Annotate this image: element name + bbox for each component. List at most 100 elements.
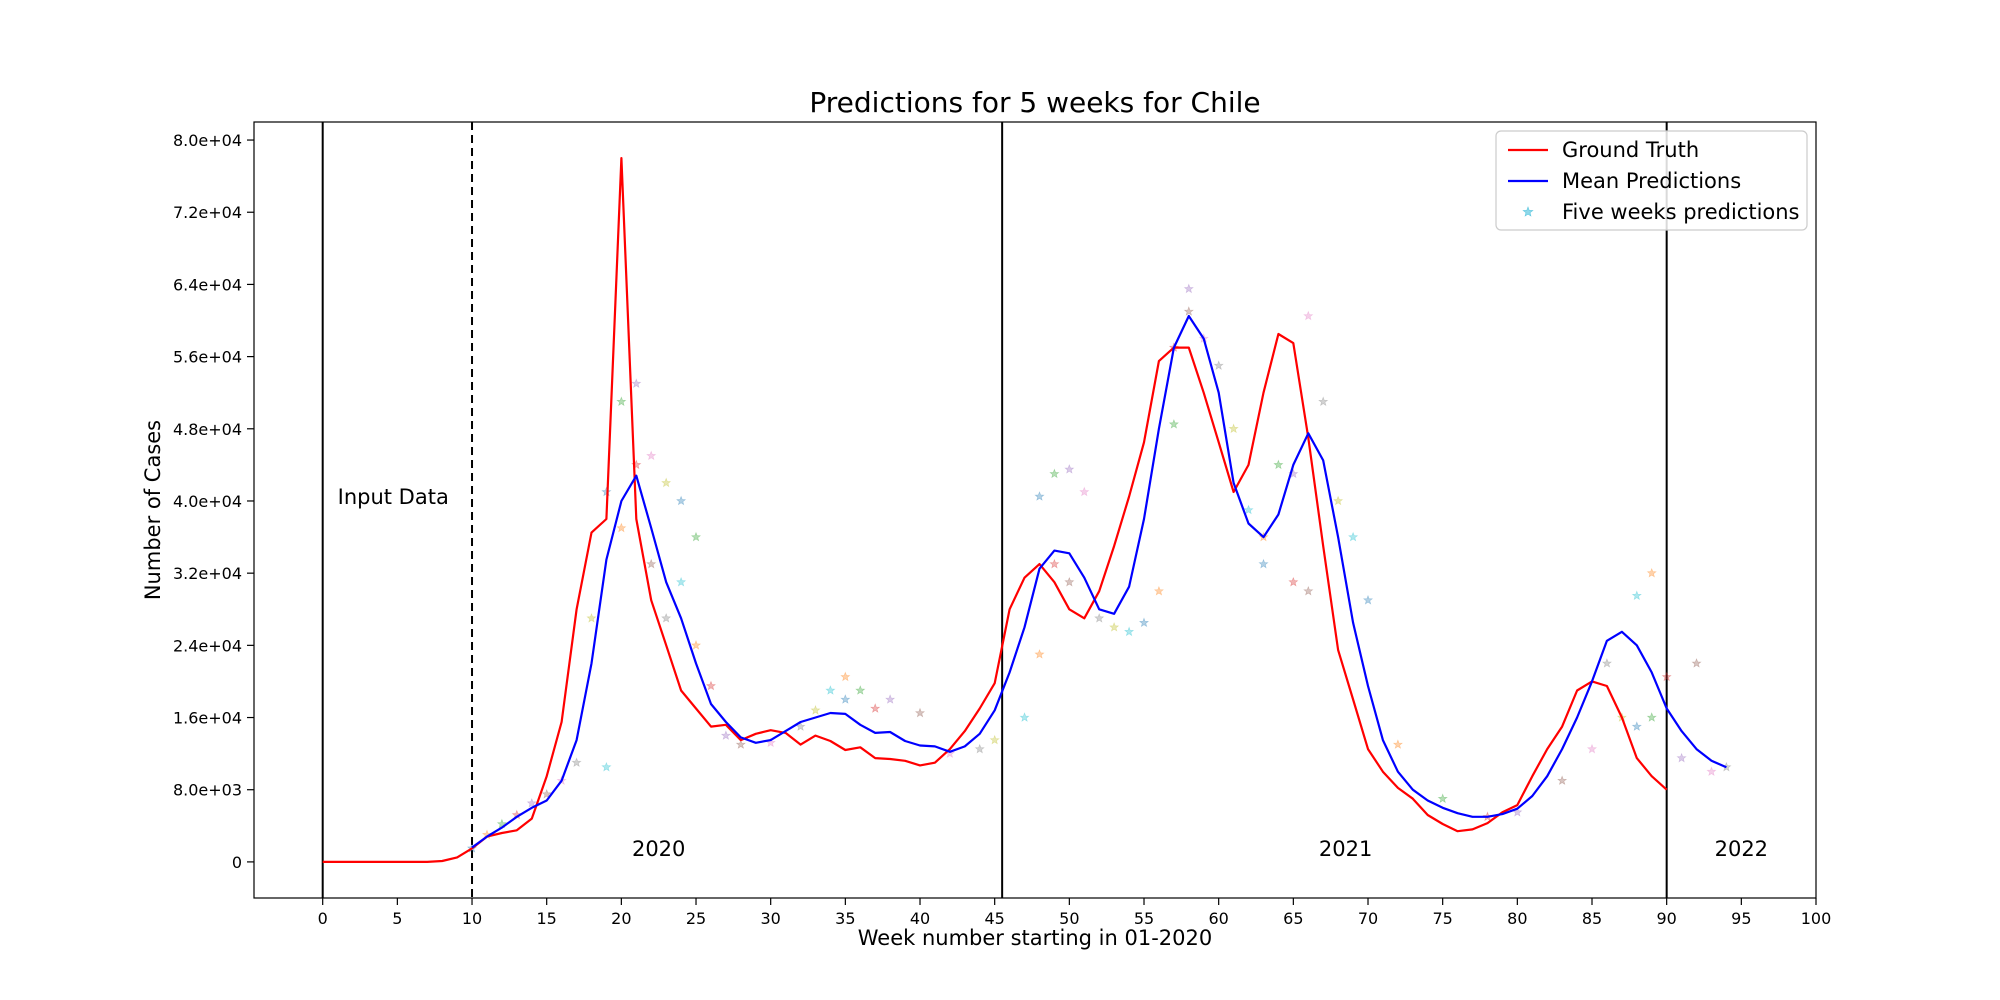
prediction-point [541, 788, 552, 799]
prediction-point [1437, 793, 1448, 804]
legend-entry: Five weeks predictions [1562, 200, 1800, 224]
prediction-point [1168, 418, 1179, 429]
prediction-point [1691, 658, 1702, 668]
prediction-point [840, 671, 851, 682]
prediction-point [616, 396, 627, 407]
x-tick-label: 55 [1134, 909, 1154, 928]
prediction-point [870, 703, 881, 713]
x-tick-label: 10 [462, 909, 482, 928]
x-axis: 0 5 10 15 20 25 30 35 40 45 50 55 60 65 70 75 80 85 90 95 10… [318, 898, 1832, 928]
y-tick-label: 4.8e+04 [173, 420, 242, 439]
prediction-point [1153, 585, 1164, 596]
prediction-point [1049, 558, 1060, 569]
prediction-point [1557, 775, 1568, 785]
prediction-point [1661, 671, 1672, 682]
prediction-point [1079, 486, 1090, 497]
prediction-point [1258, 558, 1269, 569]
y-tick-label: 5.6e+04 [173, 348, 242, 367]
plot-frame [253, 121, 1817, 899]
prediction-point [631, 378, 642, 388]
x-tick-label: 45 [985, 909, 1005, 928]
x-tick-label: 30 [761, 909, 781, 928]
prediction-point [1303, 310, 1314, 321]
x-tick-label: 60 [1208, 909, 1228, 928]
y-tick-label: 7.2e+04 [173, 203, 242, 222]
prediction-point [646, 450, 657, 461]
legend: Ground Truth Mean Predictions Five weeks p… [1495, 130, 1808, 231]
prediction-point [810, 704, 821, 715]
x-tick-label: 35 [835, 909, 855, 928]
prediction-point [1034, 649, 1045, 659]
y-tick-label: 1.6e+04 [173, 709, 242, 728]
prediction-point [1646, 567, 1657, 578]
prediction-point [1049, 468, 1060, 479]
x-tick-label: 40 [910, 909, 930, 928]
prediction-point [1228, 423, 1239, 434]
plot-area [321, 122, 1732, 898]
y-tick-label: 2.4e+04 [173, 636, 242, 655]
y-tick-label: 4.0e+04 [173, 492, 242, 511]
legend-swatch [1522, 206, 1534, 217]
chart-title: Predictions for 5 weeks for Chile [809, 86, 1260, 119]
prediction-point [1318, 396, 1329, 407]
y-axis: 0 8.0e+03 1.6e+04 2.4e+04 3.2e+04 4.0e+04 4.8e… [173, 131, 254, 872]
prediction-point [586, 612, 597, 623]
x-tick-label: 65 [1283, 909, 1303, 928]
x-tick-label: 15 [537, 909, 557, 928]
x-tick-label: 85 [1582, 909, 1602, 928]
prediction-point [1064, 464, 1075, 474]
prediction-point [1109, 621, 1120, 632]
legend-entry: Mean Predictions [1562, 169, 1741, 193]
prediction-point [1631, 721, 1642, 731]
year-label: 2021 [1319, 837, 1372, 861]
prediction-point [1213, 360, 1224, 371]
mean-predictions-line [471, 314, 1727, 849]
prediction-point [661, 612, 672, 623]
x-tick-label: 25 [686, 909, 706, 928]
prediction-point [676, 576, 687, 587]
legend-box [1495, 130, 1808, 231]
prediction-point [720, 730, 731, 740]
y-tick-label: 8.0e+03 [173, 781, 242, 800]
prediction-point [1646, 712, 1657, 722]
prediction-point [661, 477, 672, 488]
ground-truth-line [322, 157, 1668, 864]
x-tick-label: 0 [318, 909, 328, 928]
prediction-point [840, 694, 851, 704]
prediction-point [989, 734, 1000, 745]
x-tick-label: 20 [611, 909, 631, 928]
y-tick-label: 6.4e+04 [173, 275, 242, 294]
prediction-point [1348, 531, 1359, 542]
legend-entry: Ground Truth [1562, 138, 1699, 162]
prediction-point [1019, 712, 1030, 722]
x-tick-label: 75 [1432, 909, 1452, 928]
prediction-point [601, 761, 612, 772]
prediction-point [885, 694, 896, 704]
x-tick-label: 90 [1656, 909, 1676, 928]
prediction-point [616, 522, 627, 533]
prediction-point [1676, 752, 1687, 763]
prediction-point [690, 531, 702, 542]
prediction-point [646, 558, 657, 569]
prediction-point [705, 680, 716, 691]
prediction-point [496, 818, 508, 829]
prediction-point [690, 639, 702, 650]
prediction-point [735, 739, 746, 749]
prediction-point [1333, 495, 1344, 506]
prediction-point [855, 685, 866, 695]
year-label: 2022 [1715, 837, 1768, 861]
x-tick-label: 100 [1801, 909, 1832, 928]
x-tick-label: 50 [1059, 909, 1079, 928]
prediction-point [676, 495, 687, 506]
prediction-point [1123, 626, 1135, 637]
prediction-point [1273, 459, 1284, 470]
prediction-point [1631, 590, 1642, 601]
prediction-point [1601, 658, 1613, 668]
prediction-point [1392, 739, 1404, 749]
prediction-point [1288, 576, 1299, 587]
prediction-point [1586, 743, 1598, 754]
x-tick-label: 5 [392, 909, 402, 928]
year-label: 2020 [632, 837, 685, 861]
x-axis-label: Week number starting in 01-2020 [858, 926, 1212, 950]
